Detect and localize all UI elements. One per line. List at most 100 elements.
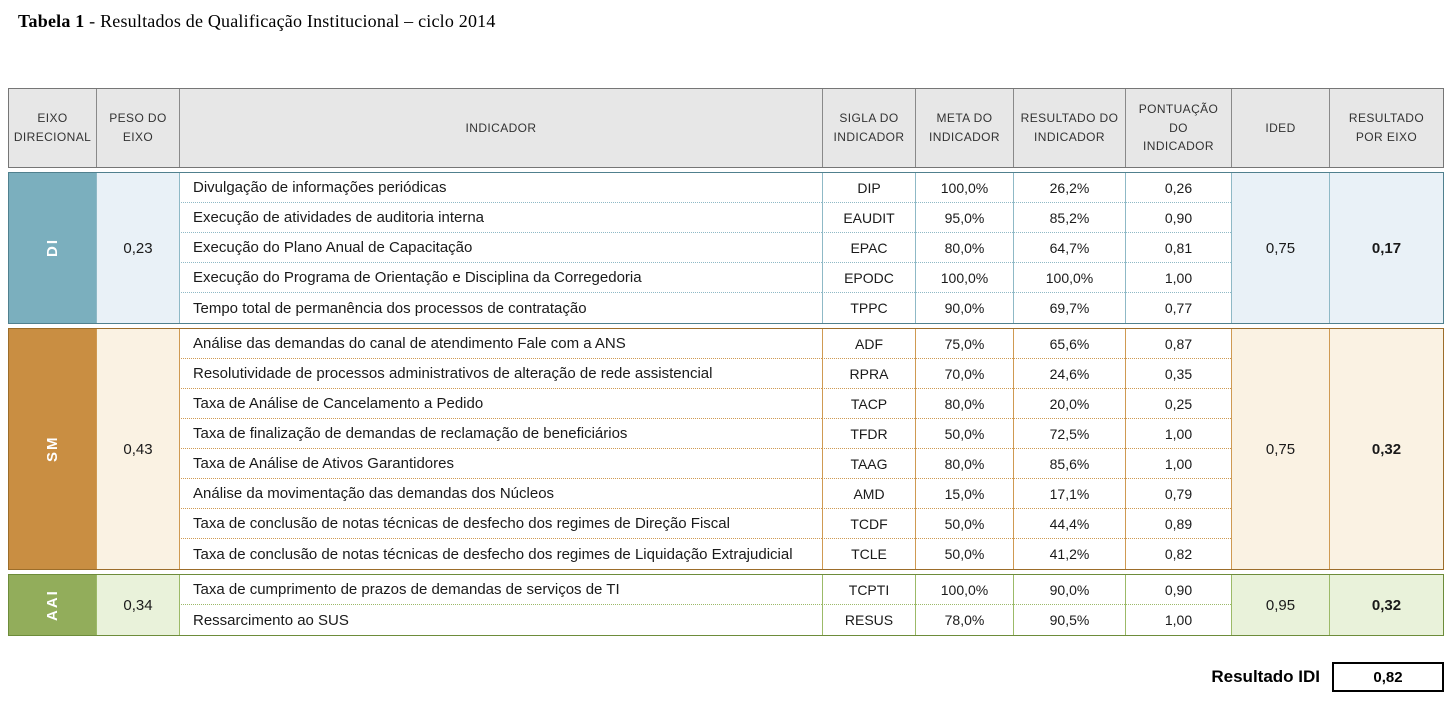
- column-header-5: RESULTADO DO INDICADOR: [1013, 89, 1125, 167]
- resultado-indicador-value: 20,0%: [1013, 389, 1125, 419]
- sigla-value: RESUS: [822, 605, 915, 635]
- resultado-indicador-value: 65,6%: [1013, 329, 1125, 359]
- column-header-7: IDED: [1231, 89, 1329, 167]
- resultado-indicador-value: 85,2%: [1013, 203, 1125, 233]
- pontuacao-value: 1,00: [1125, 605, 1231, 635]
- meta-value: 50,0%: [915, 509, 1013, 539]
- resultado-indicador-value: 44,4%: [1013, 509, 1125, 539]
- indicador-name: Análise das demandas do canal de atendim…: [179, 329, 822, 359]
- resultado-indicador-value: 90,5%: [1013, 605, 1125, 635]
- eixo-group-sm: SM 0,43 Análise das demandas do canal de a…: [8, 328, 1444, 570]
- pontuacao-value: 0,81: [1125, 233, 1231, 263]
- resultado-indicador-value: 72,5%: [1013, 419, 1125, 449]
- eixo-group-aai: AAI 0,34 Taxa de cumprimento de prazos de …: [8, 574, 1444, 636]
- meta-value: 50,0%: [915, 539, 1013, 569]
- resultado-indicador-value: 17,1%: [1013, 479, 1125, 509]
- sigla-value: RPRA: [822, 359, 915, 389]
- resultado-indicador-value: 26,2%: [1013, 173, 1125, 203]
- pontuacao-value: 0,87: [1125, 329, 1231, 359]
- sigla-value: TCPTI: [822, 575, 915, 605]
- meta-value: 80,0%: [915, 449, 1013, 479]
- pontuacao-value: 0,82: [1125, 539, 1231, 569]
- resultado-eixo-value: 0,32: [1329, 575, 1443, 635]
- meta-value: 78,0%: [915, 605, 1013, 635]
- title-rest: - Resultados de Qualificação Institucion…: [84, 11, 496, 31]
- column-header-0: EIXO DIRECIONAL: [13, 111, 92, 144]
- resultado-indicador-value: 41,2%: [1013, 539, 1125, 569]
- pontuacao-value: 0,26: [1125, 173, 1231, 203]
- ided-value: 0,75: [1231, 173, 1329, 323]
- pontuacao-value: 1,00: [1125, 419, 1231, 449]
- pontuacao-value: 1,00: [1125, 263, 1231, 293]
- resultado-indicador-value: 90,0%: [1013, 575, 1125, 605]
- meta-value: 15,0%: [915, 479, 1013, 509]
- pontuacao-value: 0,77: [1125, 293, 1231, 323]
- resultado-eixo-value: 0,32: [1329, 329, 1443, 569]
- resultado-indicador-value: 100,0%: [1013, 263, 1125, 293]
- sigla-value: TAAG: [822, 449, 915, 479]
- meta-value: 70,0%: [915, 359, 1013, 389]
- indicador-name: Execução de atividades de auditoria inte…: [179, 203, 822, 233]
- ided-value: 0,95: [1231, 575, 1329, 635]
- table-groups: DI 0,23 Divulgação de informações periódic…: [8, 172, 1444, 636]
- resultado-indicador-value: 85,6%: [1013, 449, 1125, 479]
- pontuacao-value: 0,35: [1125, 359, 1231, 389]
- eixo-label: DI: [9, 173, 96, 323]
- column-header-3: SIGLA DO INDICADOR: [822, 89, 915, 167]
- pontuacao-value: 0,79: [1125, 479, 1231, 509]
- resultado-indicador-value: 64,7%: [1013, 233, 1125, 263]
- pontuacao-value: 1,00: [1125, 449, 1231, 479]
- meta-value: 80,0%: [915, 389, 1013, 419]
- table-header-row: EIXO DIRECIONAL PESO DO EIXO INDICADOR SIGL…: [8, 88, 1444, 168]
- eixo-label: SM: [9, 329, 96, 569]
- meta-value: 80,0%: [915, 233, 1013, 263]
- pontuacao-value: 0,89: [1125, 509, 1231, 539]
- sigla-value: TCLE: [822, 539, 915, 569]
- page-title: Tabela 1 - Resultados de Qualificação In…: [0, 0, 1452, 32]
- indicador-name: Divulgação de informações periódicas: [179, 173, 822, 203]
- resultado-indicador-value: 69,7%: [1013, 293, 1125, 323]
- sigla-value: TPPC: [822, 293, 915, 323]
- indicador-name: Tempo total de permanência dos processos…: [179, 293, 822, 323]
- pontuacao-value: 0,90: [1125, 203, 1231, 233]
- indicador-name: Análise da movimentação das demandas dos…: [179, 479, 822, 509]
- indicador-name: Taxa de finalização de demandas de recla…: [179, 419, 822, 449]
- sigla-value: EPODC: [822, 263, 915, 293]
- column-header-4: META DO INDICADOR: [915, 89, 1013, 167]
- table-footer: Resultado IDI 0,82: [8, 662, 1444, 692]
- resultado-eixo-value: 0,17: [1329, 173, 1443, 323]
- indicador-name: Execução do Programa de Orientação e Dis…: [179, 263, 822, 293]
- indicador-name: Taxa de Análise de Ativos Garantidores: [179, 449, 822, 479]
- sigla-value: TACP: [822, 389, 915, 419]
- indicador-name: Taxa de cumprimento de prazos de demanda…: [179, 575, 822, 605]
- indicador-name: Taxa de Análise de Cancelamento a Pedido: [179, 389, 822, 419]
- indicador-name: Resolutividade de processos administrati…: [179, 359, 822, 389]
- peso-value: 0,23: [96, 173, 179, 323]
- indicador-name: Taxa de conclusão de notas técnicas de d…: [179, 509, 822, 539]
- ided-value: 0,75: [1231, 329, 1329, 569]
- column-header-2: INDICADOR: [179, 89, 822, 167]
- title-prefix: Tabela 1: [18, 11, 85, 31]
- meta-value: 100,0%: [915, 263, 1013, 293]
- meta-value: 90,0%: [915, 293, 1013, 323]
- column-header-1: PESO DO EIXO: [96, 89, 179, 167]
- sigla-value: TFDR: [822, 419, 915, 449]
- sigla-value: TCDF: [822, 509, 915, 539]
- sigla-value: AMD: [822, 479, 915, 509]
- sigla-value: EAUDIT: [822, 203, 915, 233]
- peso-value: 0,34: [96, 575, 179, 635]
- sigla-value: DIP: [822, 173, 915, 203]
- meta-value: 95,0%: [915, 203, 1013, 233]
- resultado-indicador-value: 24,6%: [1013, 359, 1125, 389]
- meta-value: 75,0%: [915, 329, 1013, 359]
- column-header-8: RESULTADO POR EIXO: [1329, 89, 1443, 167]
- indicador-name: Taxa de conclusão de notas técnicas de d…: [179, 539, 822, 569]
- pontuacao-value: 0,90: [1125, 575, 1231, 605]
- eixo-group-di: DI 0,23 Divulgação de informações periódic…: [8, 172, 1444, 324]
- sigla-value: EPAC: [822, 233, 915, 263]
- idi-result-value: 0,82: [1332, 662, 1444, 692]
- meta-value: 50,0%: [915, 419, 1013, 449]
- indicador-name: Ressarcimento ao SUS: [179, 605, 822, 635]
- indicador-name: Execução do Plano Anual de Capacitação: [179, 233, 822, 263]
